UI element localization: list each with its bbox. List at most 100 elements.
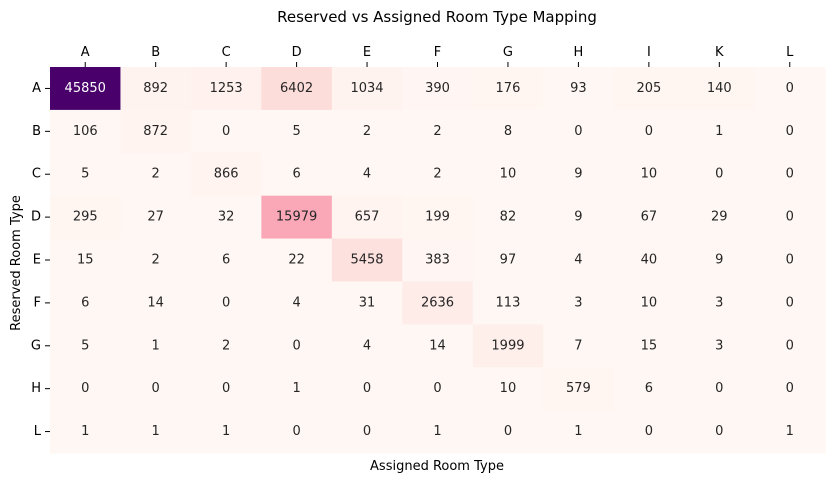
heatmap-cell xyxy=(331,238,403,282)
cell-value-label: 0 xyxy=(81,381,89,396)
cell-value-label: 40 xyxy=(641,253,658,268)
cell-value-label: 176 xyxy=(496,81,521,96)
heatmap-cell xyxy=(543,410,615,454)
cell-value-label: 6402 xyxy=(280,81,313,96)
heatmap-cell xyxy=(261,195,333,240)
y-tick-label: A xyxy=(32,81,41,96)
heatmap-cell xyxy=(613,324,685,368)
cell-value-label: 97 xyxy=(500,253,517,268)
heatmap-cell xyxy=(50,152,121,197)
heatmap-cell xyxy=(543,152,615,197)
cell-value-label: 2 xyxy=(433,167,441,182)
cell-value-label: 0 xyxy=(786,210,794,225)
cell-value-label: 0 xyxy=(292,338,300,353)
heatmap-cell xyxy=(754,152,826,197)
x-tick-label: F xyxy=(434,45,441,60)
heatmap-cell xyxy=(613,410,685,454)
heatmap-cell xyxy=(120,109,192,154)
cell-value-label: 0 xyxy=(715,424,723,439)
x-tick-label: B xyxy=(151,45,160,60)
heatmap-cell xyxy=(50,281,121,325)
heatmap-cell xyxy=(190,410,262,454)
cell-value-label: 0 xyxy=(715,381,723,396)
cell-value-label: 15 xyxy=(77,253,94,268)
cell-value-label: 3 xyxy=(715,295,723,310)
heatmap-cell xyxy=(543,281,615,325)
cell-value-label: 4 xyxy=(292,295,300,310)
heatmap-cell xyxy=(684,195,756,240)
cell-value-label: 82 xyxy=(500,210,517,225)
x-tick-label: K xyxy=(715,45,724,60)
cell-value-label: 140 xyxy=(707,81,732,96)
heatmap-cell xyxy=(331,67,403,111)
cell-value-label: 1 xyxy=(433,424,441,439)
x-tick-label: E xyxy=(363,45,371,60)
cell-value-label: 1 xyxy=(152,338,160,353)
cell-value-label: 3 xyxy=(715,338,723,353)
heatmap-cell xyxy=(472,67,544,111)
cell-value-label: 0 xyxy=(786,381,794,396)
heatmap-cell xyxy=(402,195,474,240)
cell-value-label: 1 xyxy=(292,381,300,396)
cell-value-label: 866 xyxy=(214,167,239,182)
y-tick-label: G xyxy=(31,338,41,353)
cell-value-label: 32 xyxy=(218,210,235,225)
heatmap-cell xyxy=(472,324,544,368)
heatmap-cell xyxy=(684,410,756,454)
heatmap-cell xyxy=(754,109,826,154)
heatmap-cell xyxy=(331,281,403,325)
heatmap-cell xyxy=(331,410,403,454)
cell-value-label: 383 xyxy=(425,253,450,268)
x-tick-label: A xyxy=(81,45,90,60)
cell-value-label: 1 xyxy=(786,424,794,439)
cell-value-label: 1 xyxy=(574,424,582,439)
cell-value-label: 113 xyxy=(496,295,521,310)
cell-value-label: 106 xyxy=(73,124,98,139)
cell-value-label: 7 xyxy=(574,338,582,353)
cell-value-label: 2 xyxy=(152,253,160,268)
heatmap-cell xyxy=(684,324,756,368)
heatmap-cell xyxy=(261,410,333,454)
heatmap-cell xyxy=(613,238,685,282)
heatmap-cell xyxy=(402,324,474,368)
cell-value-label: 0 xyxy=(786,167,794,182)
cell-value-label: 2636 xyxy=(421,295,454,310)
heatmap-cell xyxy=(402,152,474,197)
heatmap-cell xyxy=(190,152,262,197)
heatmap-cell xyxy=(472,238,544,282)
cell-value-label: 10 xyxy=(641,167,658,182)
cell-value-label: 4 xyxy=(363,167,371,182)
heatmap-cell xyxy=(50,238,121,282)
heatmap-cell xyxy=(120,195,192,240)
heatmap-cell xyxy=(754,67,826,111)
cell-value-label: 2 xyxy=(152,167,160,182)
heatmap-cell xyxy=(684,238,756,282)
cell-value-label: 6 xyxy=(292,167,300,182)
cell-value-label: 0 xyxy=(152,381,160,396)
cell-value-label: 1999 xyxy=(491,338,524,353)
x-tick-label: I xyxy=(647,45,651,60)
cell-value-label: 9 xyxy=(574,210,582,225)
heatmap-cell xyxy=(331,324,403,368)
y-tick-label: L xyxy=(34,424,42,439)
cell-value-label: 0 xyxy=(222,381,230,396)
cell-value-label: 0 xyxy=(222,124,230,139)
y-tick-label: F xyxy=(34,295,41,310)
heatmap-cell xyxy=(684,109,756,154)
heatmap-cell xyxy=(613,109,685,154)
cell-value-label: 6 xyxy=(81,295,89,310)
cell-value-label: 93 xyxy=(570,81,587,96)
heatmap-cell xyxy=(402,67,474,111)
cell-value-label: 8 xyxy=(504,124,512,139)
heatmap-cell xyxy=(120,67,192,111)
cell-value-label: 3 xyxy=(574,295,582,310)
heatmap-cell xyxy=(261,109,333,154)
heatmap-cell xyxy=(402,109,474,154)
heatmap-cell xyxy=(754,367,826,411)
cell-value-label: 6 xyxy=(645,381,653,396)
x-tick-label: L xyxy=(786,45,794,60)
heatmap-cell xyxy=(261,281,333,325)
y-axis-label: Reserved Room Type xyxy=(9,195,24,331)
heatmap-cell xyxy=(472,152,544,197)
